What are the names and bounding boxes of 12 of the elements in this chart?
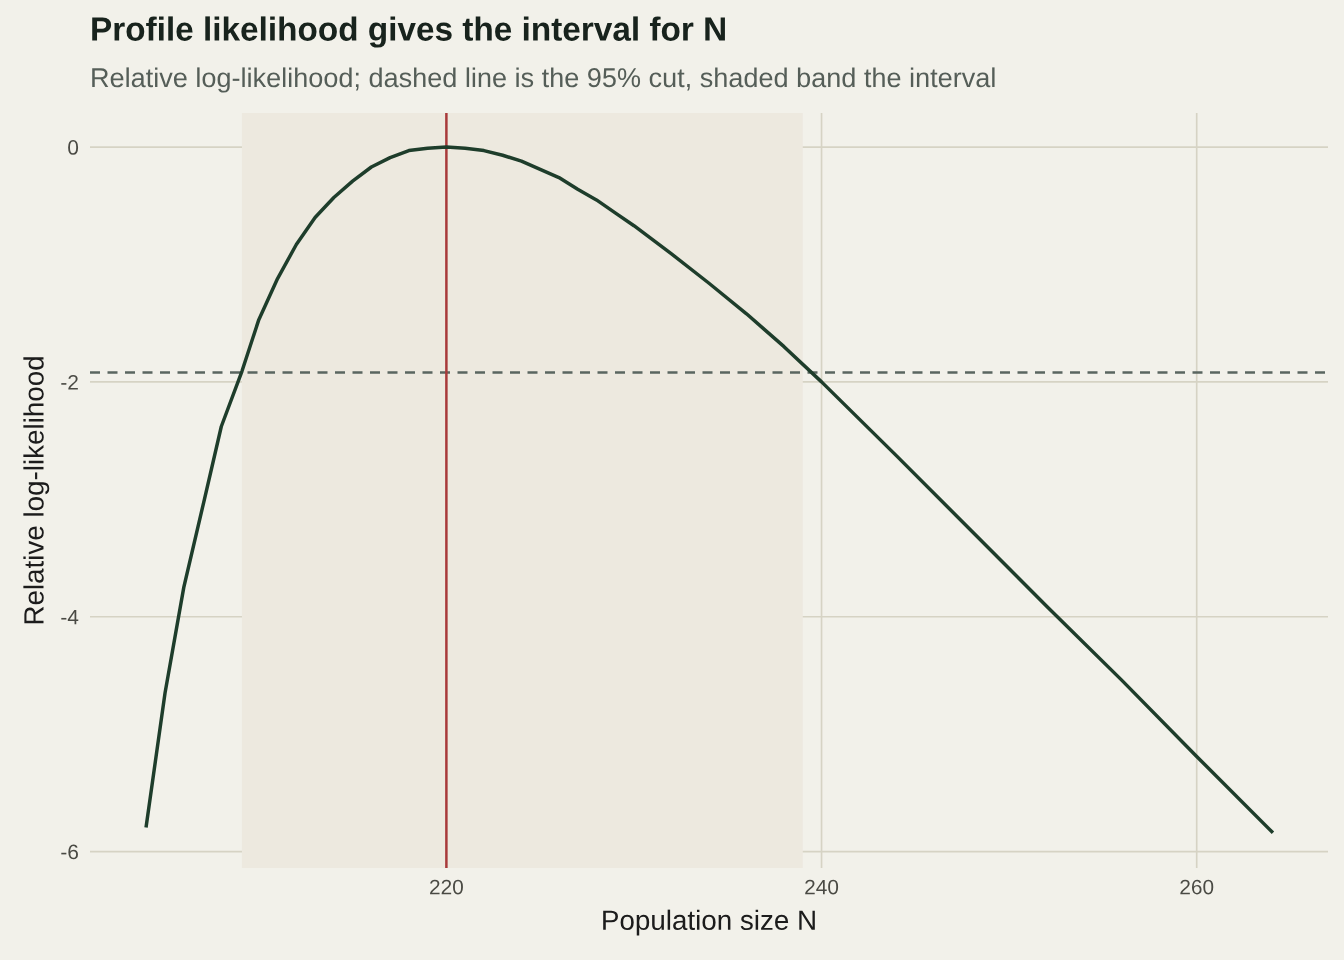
y-tick-label: -2 xyxy=(61,374,78,390)
chart-subtitle: Relative log-likelihood; dashed line is the 95% cut, shaded band the interval xyxy=(92,67,995,93)
y-tick-label: -6 xyxy=(61,844,78,860)
x-axis-title: Population size N xyxy=(603,909,815,936)
x-tick-label: 260 xyxy=(1180,879,1214,895)
y-tick-label: -4 xyxy=(61,609,79,625)
chart-title: Profile likelihood gives the interval for N xyxy=(92,16,725,48)
y-tick-label: 0 xyxy=(68,140,79,155)
x-tick-label: 220 xyxy=(430,879,463,895)
x-tick-label: 240 xyxy=(805,879,839,895)
y-axis-title: Relative log-likelihood xyxy=(23,357,50,624)
line-series xyxy=(144,145,1274,834)
